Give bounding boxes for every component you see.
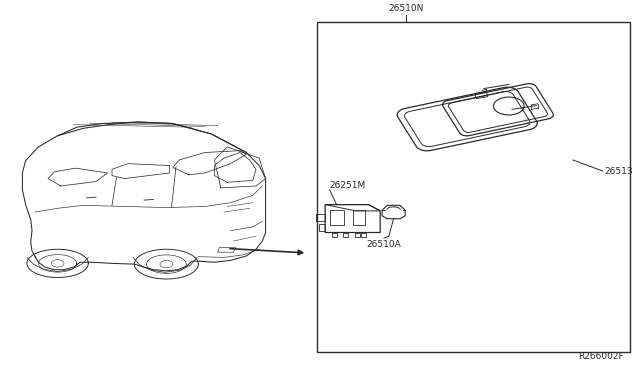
Text: R266002F: R266002F	[579, 352, 624, 361]
Text: 26510A: 26510A	[367, 240, 401, 249]
Text: 26251M: 26251M	[330, 181, 366, 190]
Bar	[317, 22, 630, 352]
Text: 26510N: 26510N	[388, 4, 424, 13]
Text: 26513: 26513	[605, 167, 634, 176]
